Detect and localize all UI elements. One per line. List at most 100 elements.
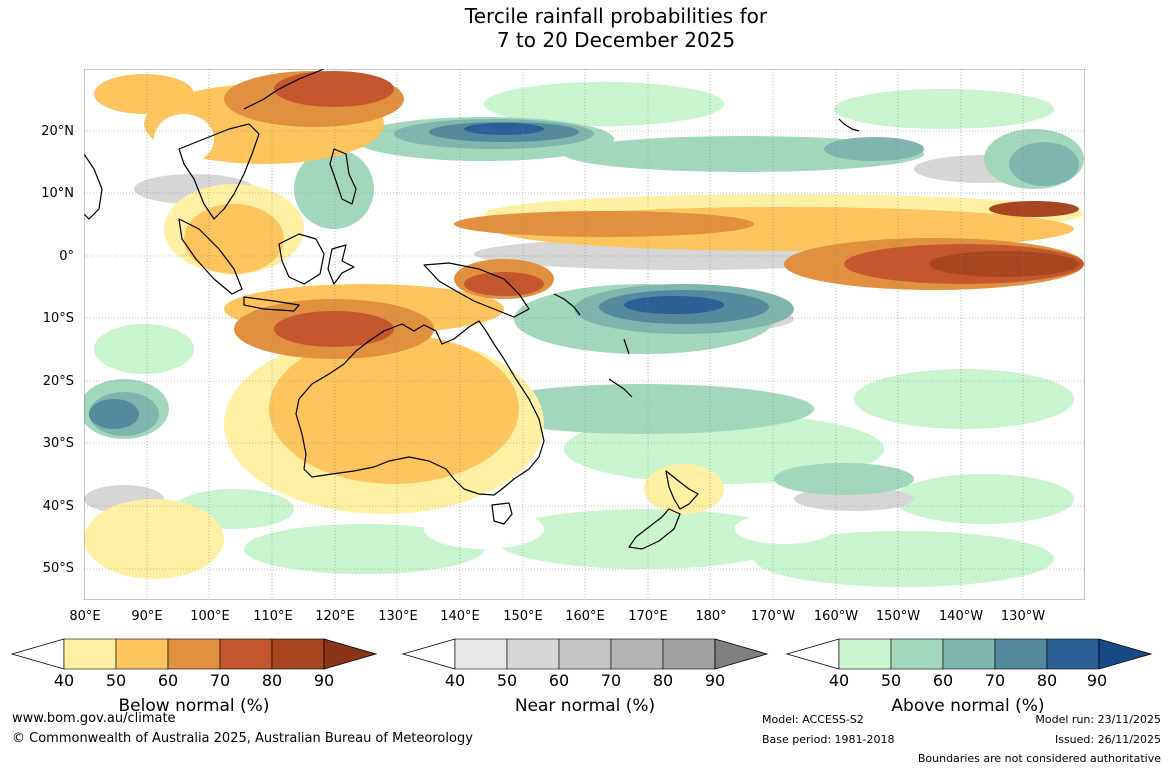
footer-base-period: Base period: 1981-2018: [762, 733, 895, 746]
colorbar-below-tick-40: 40: [53, 671, 75, 690]
lon-label-130e: 130°E: [378, 609, 418, 624]
colorbar-below-bin-80-90: [271, 638, 325, 670]
solomon-islands-coastline: [553, 293, 581, 316]
colorbar-above-bin-50-60: [890, 638, 944, 670]
colorbar-near-tick-80: 80: [652, 671, 674, 690]
lat-label-50s: 50°S: [42, 561, 74, 576]
map-gridlines: [84, 69, 1085, 600]
map-title-line2: 7 to 20 December 2025: [496, 28, 736, 52]
lat-label-40s: 40°S: [42, 499, 74, 514]
colorbar-below-bin-60-70: [167, 638, 221, 670]
colorbar-above-bin-70-80: [994, 638, 1048, 670]
lon-label-180: 180°: [695, 609, 727, 624]
rainfall-probability-map: [84, 69, 1085, 600]
lon-label-80e: 80°E: [69, 609, 101, 624]
colorbar-below-tick-60: 60: [157, 671, 179, 690]
colorbar-near-normal: [401, 638, 769, 670]
new-caledonia-coastline: [608, 378, 633, 398]
colorbar-below-tick-90: 90: [313, 671, 335, 690]
lon-label-130w: 130°W: [1000, 609, 1046, 624]
colorbar-below-bin-40-50: [63, 638, 117, 670]
colorbar-above-label: Above normal (%): [891, 696, 1045, 716]
philippines-coastline: [329, 148, 357, 205]
footer-model-run: Model run: 23/11/2025: [1035, 713, 1161, 726]
colorbar-below-bin-70-80: [219, 638, 273, 670]
indochina-coastline: [178, 123, 260, 220]
colorbar-above-tick-50: 50: [880, 671, 902, 690]
lat-label-20s: 20°S: [42, 374, 74, 389]
lat-label-10s: 10°S: [42, 311, 74, 326]
colorbar-near-over: [714, 638, 769, 670]
colorbar-near-bin-40-50: [454, 638, 508, 670]
sulawesi-coastline: [327, 244, 355, 285]
colorbar-below-label: Below normal (%): [118, 696, 270, 716]
lat-label-0: 0°: [59, 249, 74, 264]
lat-label-20n: 20°N: [41, 124, 74, 139]
map-title: Tercile rainfall probabilities for 7 to …: [0, 4, 1173, 52]
lat-label-30s: 30°S: [42, 436, 74, 451]
lat-label-10n: 10°N: [41, 186, 74, 201]
lon-label-140w: 140°W: [938, 609, 984, 624]
new-zealand-north-coastline: [665, 470, 699, 510]
southeast-asia-coastline: [243, 69, 325, 110]
colorbar-near-tick-40: 40: [444, 671, 466, 690]
lon-label-90e: 90°E: [131, 609, 163, 624]
colorbar-below-over: [323, 638, 378, 670]
new-guinea-coastline: [423, 262, 530, 318]
vanuatu-coastline: [623, 338, 630, 355]
australia-coastline: [295, 320, 545, 496]
footer-model: Model: ACCESS-S2: [762, 713, 864, 726]
colorbar-below-tick-70: 70: [209, 671, 231, 690]
colorbar-near-label: Near normal (%): [514, 696, 656, 716]
colorbar-above-tick-40: 40: [828, 671, 850, 690]
colorbar-above-tick-90: 90: [1086, 671, 1108, 690]
colorbar-above-tick-80: 80: [1036, 671, 1058, 690]
colorbar-below-under: [10, 638, 65, 670]
colorbar-near-bin-50-60: [506, 638, 560, 670]
tasmania-coastline: [491, 502, 513, 525]
india-coastline: [84, 153, 103, 220]
colorbar-near-tick-50: 50: [496, 671, 518, 690]
colorbar-near-bin-70-80: [610, 638, 664, 670]
colorbar-above-under: [785, 638, 840, 670]
lon-label-150w: 150°W: [875, 609, 921, 624]
colorbar-above-tick-70: 70: [984, 671, 1006, 690]
java-coastline: [243, 296, 300, 312]
above-normal-darkest-patches: [464, 123, 724, 314]
borneo-coastline: [278, 233, 325, 285]
lon-label-170w: 170°W: [750, 609, 796, 624]
colorbar-above-bin-40-50: [838, 638, 892, 670]
coastlines: [84, 69, 860, 550]
new-zealand-south-coastline: [628, 508, 681, 550]
colorbar-below-bin-50-60: [115, 638, 169, 670]
lon-label-160w: 160°W: [813, 609, 859, 624]
colorbar-above-tick-60: 60: [932, 671, 954, 690]
lon-label-170e: 170°E: [628, 609, 668, 624]
lon-label-150e: 150°E: [503, 609, 543, 624]
colorbar-above-bin-60-70: [942, 638, 996, 670]
lon-label-160e: 160°E: [565, 609, 605, 624]
lon-label-140e: 140°E: [440, 609, 480, 624]
colorbar-below-normal: [10, 638, 378, 670]
lon-label-120e: 120°E: [315, 609, 355, 624]
no-signal-patches: [154, 114, 1084, 549]
colorbar-near-tick-90: 90: [704, 671, 726, 690]
lon-label-110e: 110°E: [253, 609, 293, 624]
map-title-line1: Tercile rainfall probabilities for: [464, 4, 768, 28]
sumatra-coastline: [178, 218, 243, 295]
colorbar-above-over: [1098, 638, 1153, 670]
colorbar-near-bin-80-90: [662, 638, 716, 670]
colorbar-near-under: [401, 638, 456, 670]
footer-boundaries-disclaimer: Boundaries are not considered authoritat…: [917, 752, 1161, 765]
colorbar-above-normal: [785, 638, 1153, 670]
footer-issued: Issued: 26/11/2025: [1054, 733, 1161, 746]
colorbar-below-tick-50: 50: [105, 671, 127, 690]
colorbar-near-tick-70: 70: [600, 671, 622, 690]
lon-label-100e: 100°E: [190, 609, 230, 624]
colorbar-near-tick-60: 60: [548, 671, 570, 690]
footer-website-link[interactable]: www.bom.gov.au/climate: [12, 711, 176, 726]
colorbar-below-tick-80: 80: [261, 671, 283, 690]
colorbar-above-bin-80-90: [1046, 638, 1100, 670]
below-normal-darkest-patches: [929, 201, 1079, 277]
footer-copyright: © Commonwealth of Australia 2025, Austra…: [12, 731, 473, 746]
